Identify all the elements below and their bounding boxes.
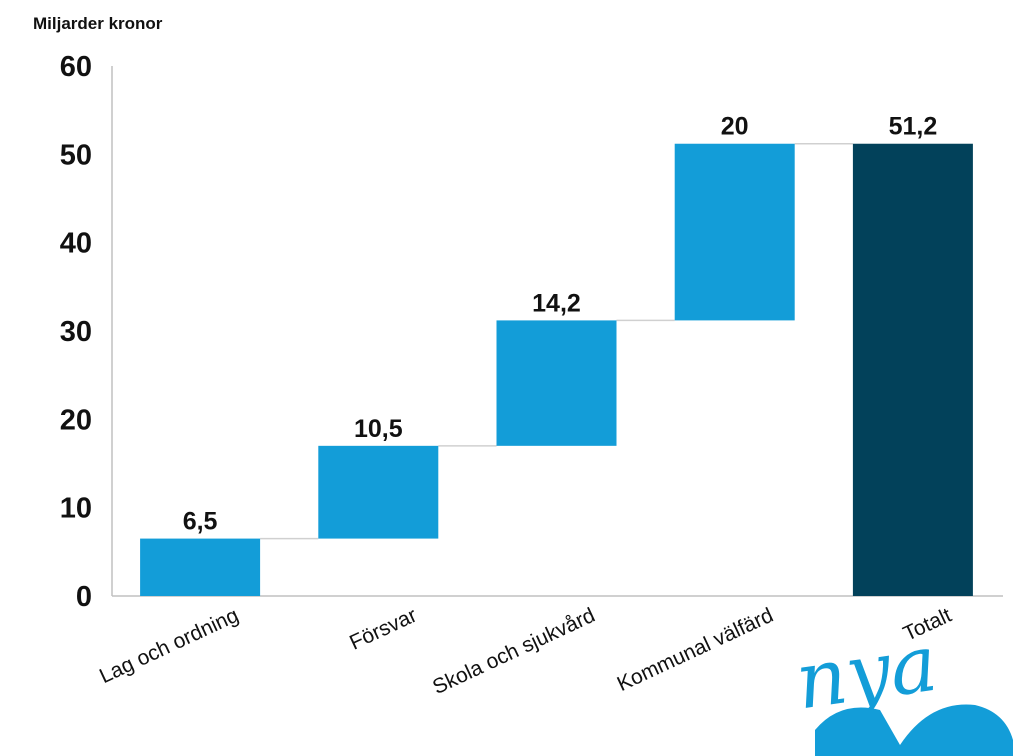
step-bar	[140, 538, 261, 596]
data-label: 10,5	[354, 415, 403, 443]
y-tick-label: 50	[60, 139, 92, 171]
connector-lines	[260, 142, 853, 540]
step-bar	[496, 320, 617, 446]
y-axis-title: Miljarder kronor	[33, 14, 163, 33]
x-tick-label: Kommunal välfärd	[614, 604, 777, 696]
logo-shape	[815, 704, 1013, 756]
data-label: 14,2	[532, 289, 581, 317]
x-tick-label: Lag och ordning	[96, 604, 242, 689]
data-label: 6,5	[183, 508, 218, 536]
data-label: 51,2	[889, 113, 938, 141]
x-tick-label: Skola och sjukvård	[429, 604, 598, 699]
nya-logo: nya	[791, 619, 1013, 756]
y-tick-label: 0	[76, 581, 92, 613]
y-tick-label: 20	[60, 404, 92, 436]
x-tick-label: Försvar	[346, 604, 420, 655]
step-bar	[318, 445, 439, 539]
y-tick-label: 10	[60, 493, 92, 525]
y-tick-labels: 0 10 20 30 40 50 60	[60, 51, 92, 613]
data-labels: 6,5 10,5 14,2 20 51,2	[183, 113, 938, 536]
step-bar	[674, 143, 795, 321]
bars	[140, 143, 973, 596]
y-tick-label: 60	[60, 51, 92, 83]
y-tick-label: 30	[60, 316, 92, 348]
y-tick-label: 40	[60, 228, 92, 260]
total-bar	[852, 143, 973, 596]
data-label: 20	[721, 113, 749, 141]
